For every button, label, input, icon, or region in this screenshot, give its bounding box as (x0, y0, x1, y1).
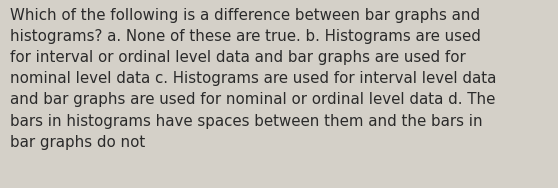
Text: Which of the following is a difference between bar graphs and
histograms? a. Non: Which of the following is a difference b… (10, 8, 497, 150)
